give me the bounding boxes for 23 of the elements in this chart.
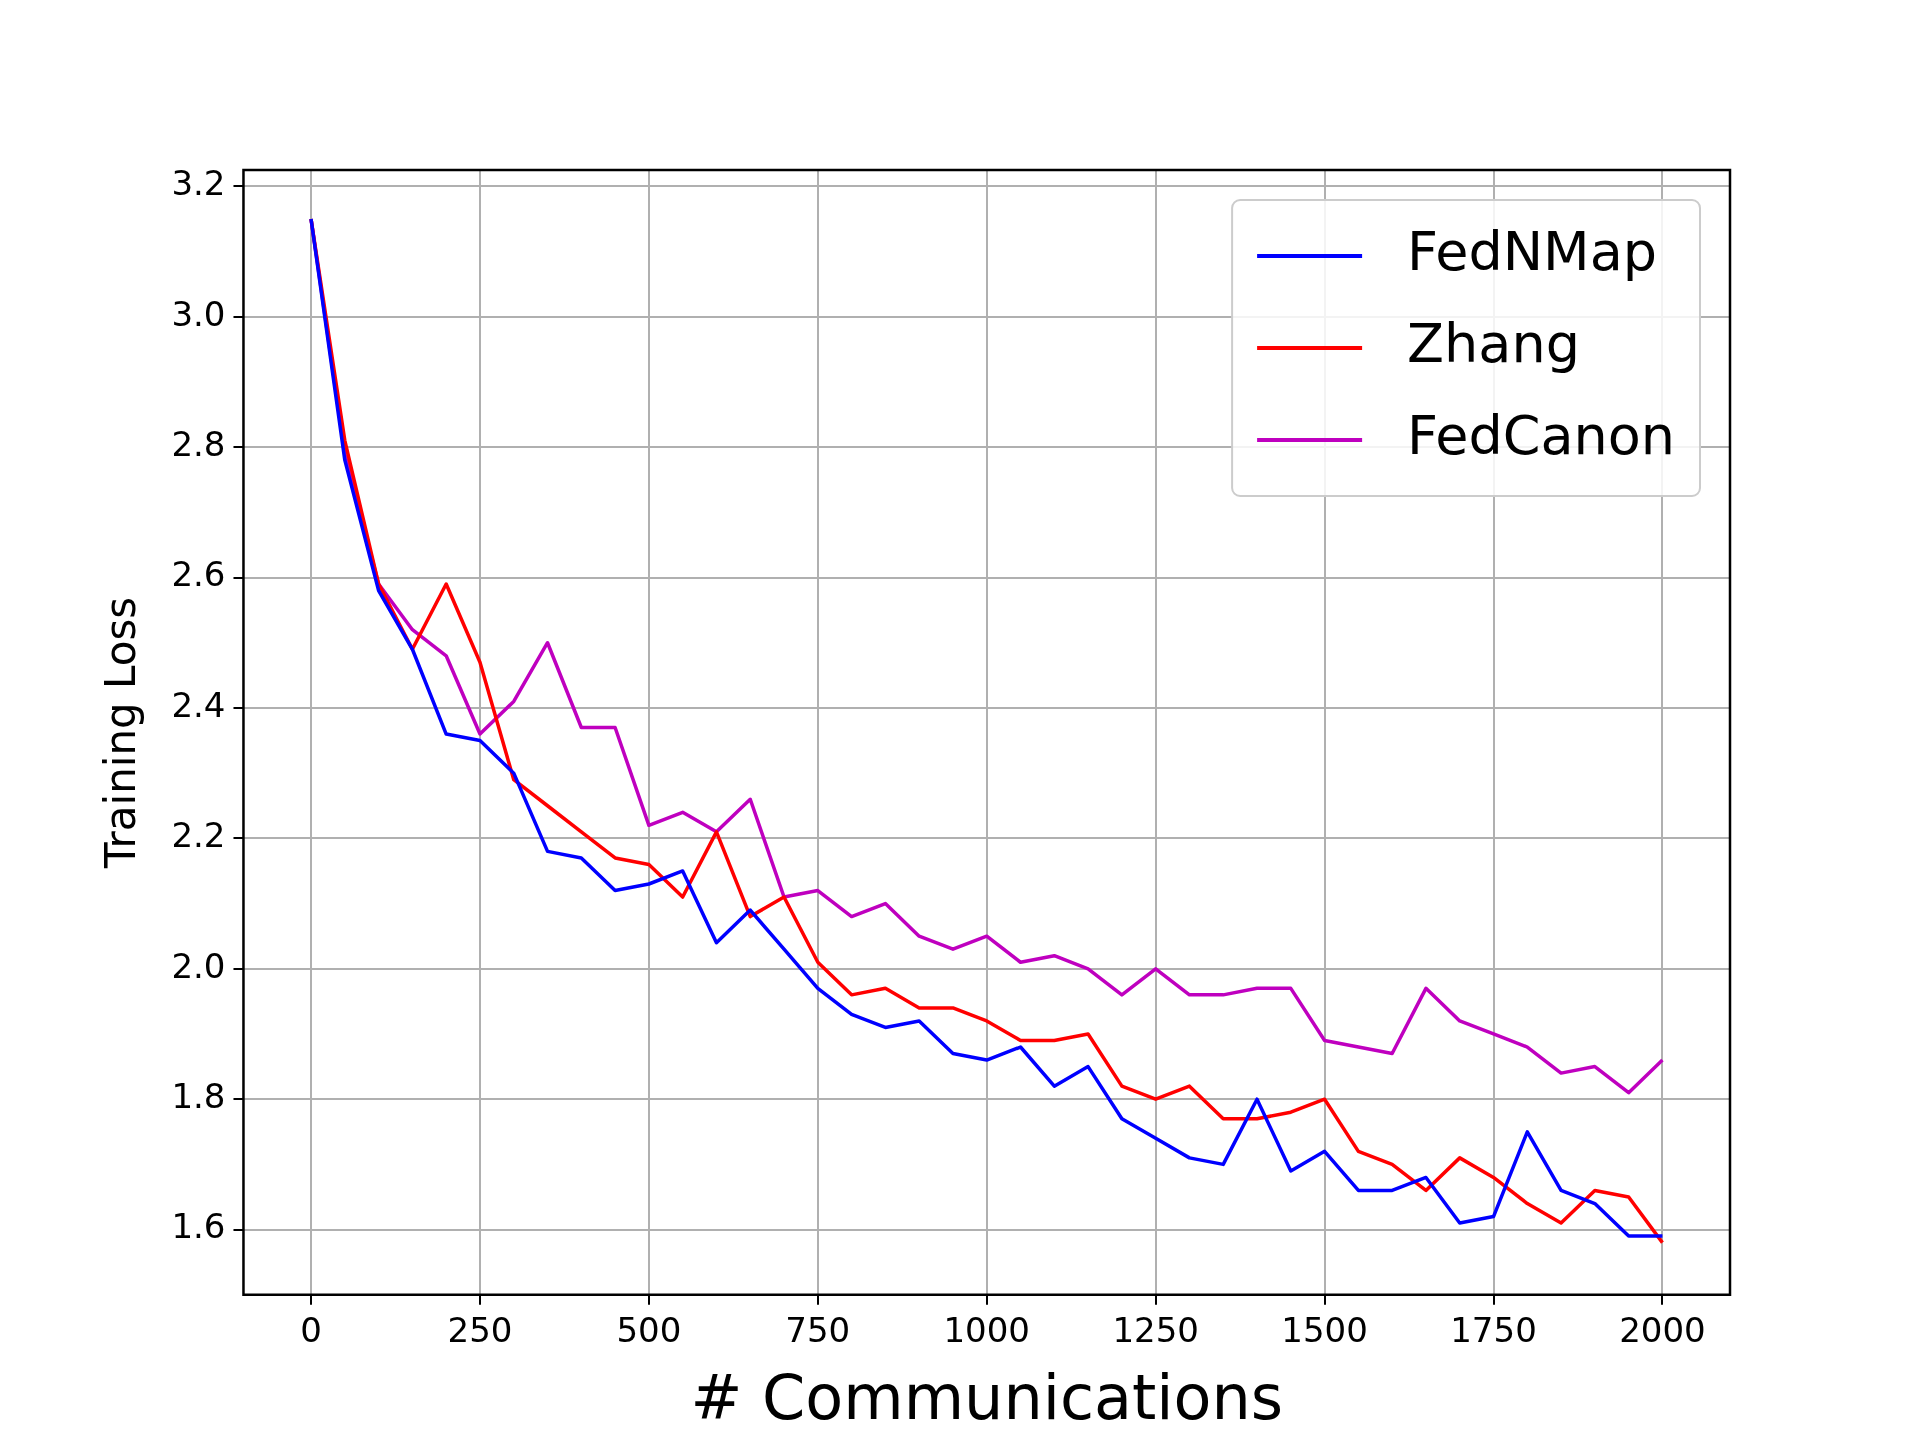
y-tick-label: 1.6 — [171, 1206, 226, 1247]
legend-label: Zhang — [1407, 312, 1580, 376]
x-tick-label: 1250 — [1112, 1310, 1199, 1351]
y-tick-label: 2.6 — [171, 554, 226, 595]
legend-label: FedCanon — [1407, 404, 1675, 468]
x-tick-label: 250 — [447, 1310, 513, 1351]
x-axis-title: # Communications — [690, 1360, 1284, 1434]
x-tick-label: 500 — [616, 1310, 682, 1351]
y-tick-label: 3.0 — [171, 293, 226, 334]
y-tick-label: 3.2 — [171, 163, 226, 204]
x-tick-label: 0 — [300, 1310, 322, 1351]
y-tick-label: 2.4 — [171, 684, 226, 725]
y-tick-label: 2.2 — [171, 815, 226, 856]
y-tick-label: 1.8 — [171, 1076, 226, 1117]
y-tick-label: 2.8 — [171, 423, 226, 464]
x-tick-label: 750 — [785, 1310, 851, 1351]
legend-label: FedNMap — [1407, 220, 1658, 284]
x-tick-label: 1500 — [1281, 1310, 1368, 1351]
x-tick-label: 1750 — [1450, 1310, 1537, 1351]
y-tick-label: 2.0 — [171, 945, 226, 986]
y-axis-title: Training Loss — [96, 596, 146, 869]
x-tick-label: 1000 — [943, 1310, 1030, 1351]
x-tick-label: 2000 — [1619, 1310, 1706, 1351]
